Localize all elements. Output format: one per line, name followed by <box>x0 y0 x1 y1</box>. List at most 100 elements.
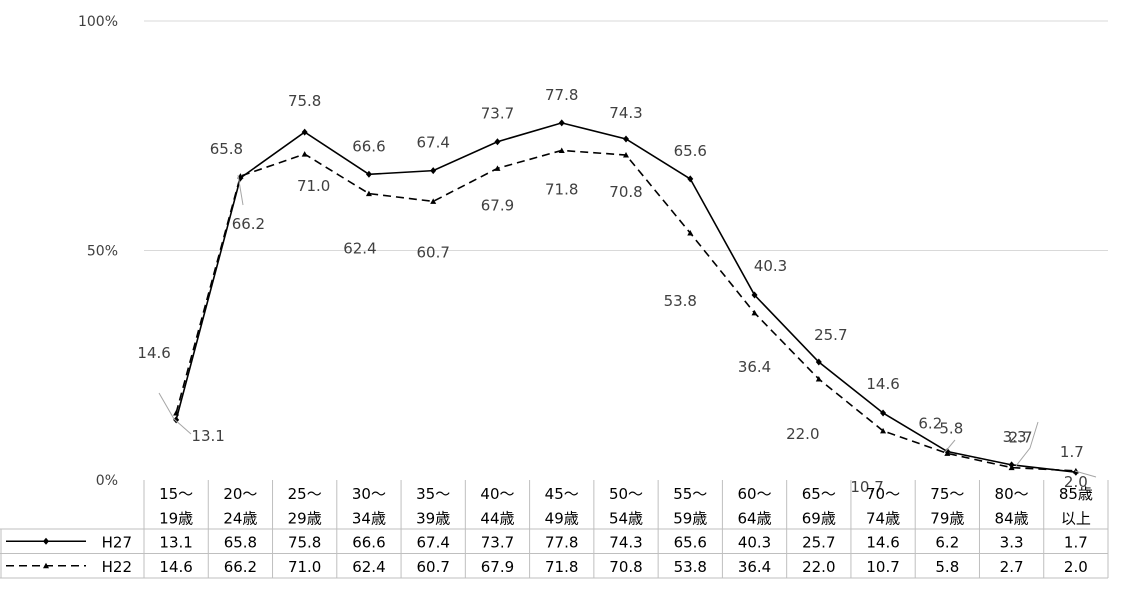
category-label: 64歳 <box>737 510 771 528</box>
table-cell-H27: 25.7 <box>802 533 835 551</box>
category-label: 85歳 <box>1059 485 1093 503</box>
table-cell-H22: 62.4 <box>352 558 385 576</box>
data-label-H27: 25.7 <box>814 326 847 344</box>
point-H27 <box>494 138 501 146</box>
category-label: 70～ <box>866 485 900 503</box>
data-label-H27: 67.4 <box>416 134 449 152</box>
category-label: 以上 <box>1061 510 1091 528</box>
point-H27 <box>880 409 887 417</box>
data-label-H27: 74.3 <box>609 104 642 122</box>
table-cell-H27: 3.3 <box>1000 533 1024 551</box>
data-label-H27: 65.6 <box>674 142 707 160</box>
label-leader-line <box>1015 421 1039 467</box>
table-cell-H22: 71.0 <box>288 558 321 576</box>
legend-marker-H27 <box>43 537 49 545</box>
category-label: 60～ <box>737 485 771 503</box>
table-cell-H22: 53.8 <box>674 558 707 576</box>
point-H27 <box>365 170 372 178</box>
data-label-H22: 36.4 <box>738 358 771 376</box>
data-label-H27: 3.3 <box>1003 428 1027 446</box>
data-labels: 13.1 65.8 75.8 66.6 67.4 73.7 77.8 74.3 65.6 40.3… <box>137 86 1097 496</box>
point-H27 <box>558 119 565 127</box>
category-label: 69歳 <box>802 510 836 528</box>
table-cell-H27: 66.6 <box>352 533 385 551</box>
data-label-H22: 10.7 <box>850 478 883 496</box>
point-H27 <box>815 358 822 366</box>
table-cell-H27: 67.4 <box>416 533 449 551</box>
data-label-H22: 22.0 <box>786 425 819 443</box>
category-label: 25～ <box>288 485 322 503</box>
table-cell-H22: 66.2 <box>224 558 257 576</box>
table-cell-H27: 1.7 <box>1064 533 1088 551</box>
table-cell-H27: 74.3 <box>609 533 642 551</box>
legend-marker-H22 <box>43 562 49 569</box>
point-H22 <box>494 165 501 171</box>
label-leader-line <box>944 439 956 453</box>
point-H22 <box>751 309 758 316</box>
table-cell-H22: 2.0 <box>1064 558 1088 576</box>
point-H22 <box>301 151 308 157</box>
table-cell-H22: 60.7 <box>416 558 449 576</box>
data-label-H22: 66.2 <box>232 215 265 233</box>
point-H22 <box>430 198 437 204</box>
legend-label: H27 <box>102 533 132 551</box>
data-label-H27: 1.7 <box>1060 443 1084 461</box>
category-label: 40～ <box>480 485 514 503</box>
label-leader-line <box>173 418 192 435</box>
table-cell-H22: 10.7 <box>866 558 899 576</box>
point-H27 <box>751 291 758 299</box>
data-label-H22: 71.8 <box>545 180 578 198</box>
label-leader-line <box>1074 470 1097 478</box>
table-cell-H22: 22.0 <box>802 558 835 576</box>
data-label-H22: 2.0 <box>1064 473 1088 491</box>
point-H27 <box>687 175 694 183</box>
category-label: 20～ <box>223 485 257 503</box>
data-label-H27: 66.6 <box>352 137 385 155</box>
table-cell-H22: 67.9 <box>481 558 514 576</box>
table-cell-H27: 6.2 <box>935 533 959 551</box>
category-label: 15～ <box>159 485 193 503</box>
point-H27 <box>623 135 629 143</box>
data-label-H22: 62.4 <box>343 240 376 258</box>
point-H22 <box>944 450 951 456</box>
category-label: 74歳 <box>866 510 900 528</box>
table-cell-H27: 14.6 <box>866 533 899 551</box>
table-cell-H22: 2.7 <box>1000 558 1024 576</box>
category-label: 79歳 <box>930 510 964 528</box>
table-cell-H22: 14.6 <box>159 558 192 576</box>
table-cell-H27: 65.6 <box>674 533 707 551</box>
point-H27 <box>430 167 437 175</box>
point-H22 <box>1008 464 1015 471</box>
data-label-H22: 2.7 <box>1009 429 1033 447</box>
category-label: 49歳 <box>545 510 579 528</box>
point-H22 <box>237 173 244 179</box>
category-label: 34歳 <box>352 510 386 528</box>
category-label: 45～ <box>545 485 579 503</box>
point-H22 <box>623 152 629 158</box>
category-label: 35～ <box>416 485 450 503</box>
point-H22 <box>365 190 372 197</box>
y-tick-label: 50% <box>87 244 118 260</box>
data-label-H27: 75.8 <box>288 92 321 110</box>
table-cell-H27: 40.3 <box>738 533 771 551</box>
series-lines <box>173 119 1079 476</box>
data-label-H22: 71.0 <box>297 177 330 195</box>
gridlines: 0% 50% 100% <box>78 14 1108 489</box>
category-label: 29歳 <box>288 510 322 528</box>
table-cell-H27: 65.8 <box>224 533 257 551</box>
data-label-H22: 60.7 <box>416 243 449 261</box>
data-label-H27: 6.2 <box>918 415 942 433</box>
category-label: 65～ <box>802 485 836 503</box>
point-H27 <box>301 128 308 136</box>
data-table: 15～ 19歳 20～ 24歳 25～ 29歳 30～ 34歳 35～ 39歳 40～ 44歳 45～ 4… <box>0 480 1109 579</box>
table-cell-H27: 77.8 <box>545 533 578 551</box>
table-cell-H22: 36.4 <box>738 558 771 576</box>
category-label: 19歳 <box>159 510 193 528</box>
category-label: 84歳 <box>995 510 1029 528</box>
data-label-H27: 65.8 <box>210 140 243 158</box>
table-cell-H22: 70.8 <box>609 558 642 576</box>
y-tick-label: 0% <box>96 473 118 489</box>
point-H22 <box>880 427 887 434</box>
category-label: 59歳 <box>673 510 707 528</box>
data-label-H27: 73.7 <box>481 105 514 123</box>
